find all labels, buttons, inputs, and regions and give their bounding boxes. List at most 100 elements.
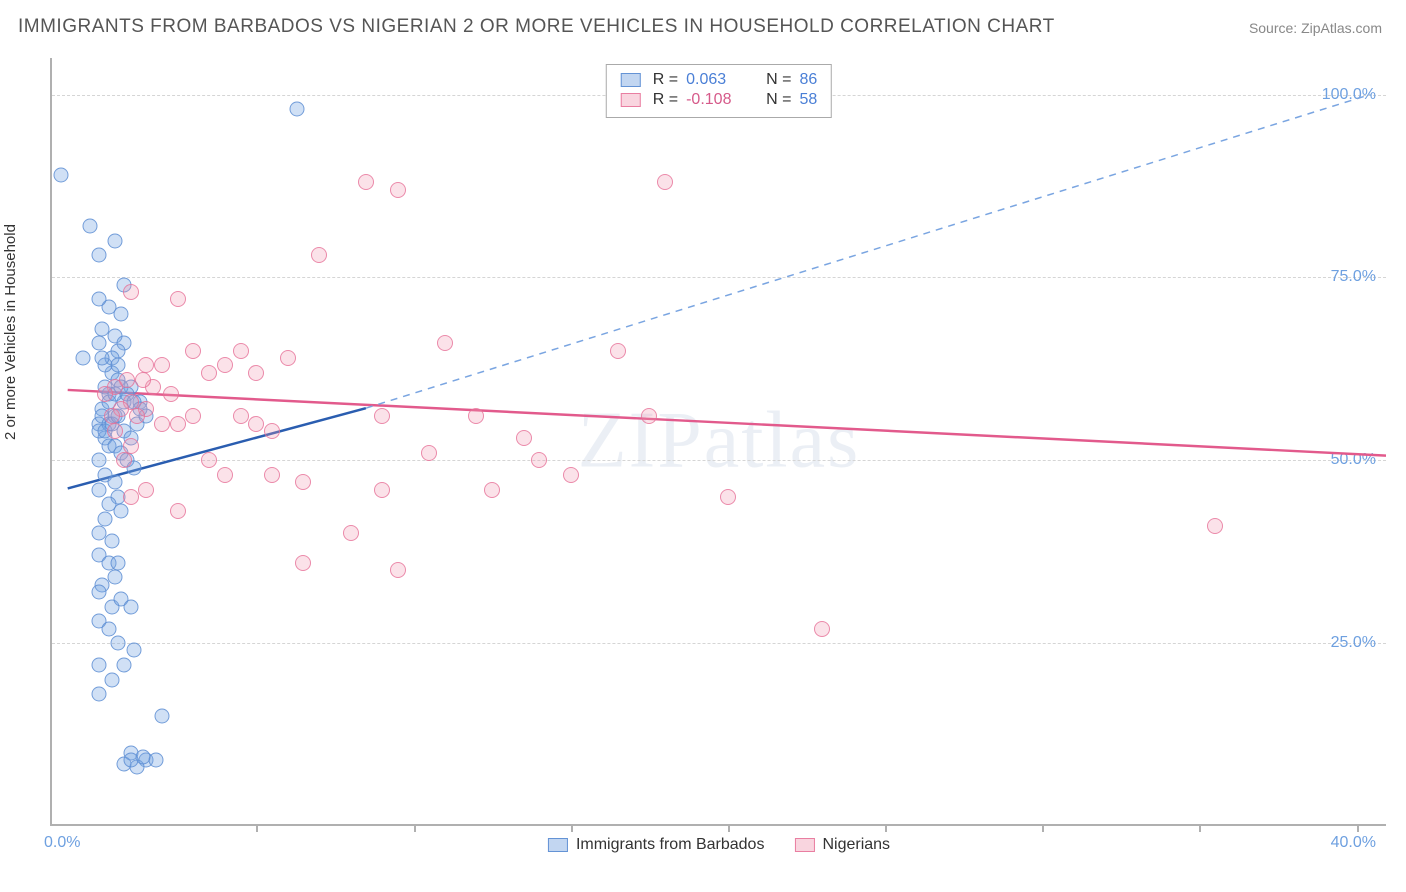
data-point [1207, 518, 1223, 534]
swatch-blue-icon [621, 73, 641, 87]
swatch-blue-icon [548, 838, 568, 852]
data-point [111, 636, 126, 651]
x-tick [414, 824, 416, 832]
data-point [154, 357, 170, 373]
data-point [111, 358, 126, 373]
data-point [98, 511, 113, 526]
data-point [101, 621, 116, 636]
gridline-h [52, 460, 1386, 461]
data-point [264, 467, 280, 483]
data-point [295, 474, 311, 490]
data-point [92, 482, 107, 497]
watermark: ZIPatlas [578, 396, 861, 487]
x-tick [1199, 824, 1201, 832]
data-point [185, 408, 201, 424]
data-point [374, 408, 390, 424]
stat-n-value-pink: 58 [799, 91, 817, 109]
legend-label-blue: Immigrants from Barbados [576, 836, 765, 854]
x-tick [1357, 824, 1359, 832]
y-tick-label: 50.0% [1331, 451, 1376, 469]
source-attribution: Source: ZipAtlas.com [1249, 20, 1382, 36]
data-point [437, 335, 453, 351]
data-point [390, 562, 406, 578]
data-point [201, 365, 217, 381]
stat-n-label: N = [766, 71, 791, 89]
data-point [185, 343, 201, 359]
data-point [170, 503, 186, 519]
plot-area: ZIPatlas 25.0%50.0%75.0%100.0% 0.0% 40.0… [50, 58, 1386, 826]
data-point [92, 248, 107, 263]
data-point [76, 350, 91, 365]
data-point [92, 453, 107, 468]
data-point [123, 284, 139, 300]
data-point [155, 709, 170, 724]
x-tick [256, 824, 258, 832]
x-axis-max-label: 40.0% [1331, 834, 1376, 852]
data-point [374, 482, 390, 498]
data-point [264, 423, 280, 439]
legend-item-pink: Nigerians [794, 836, 890, 854]
data-point [280, 350, 296, 366]
data-point [641, 408, 657, 424]
data-point [119, 372, 135, 388]
data-point [295, 555, 311, 571]
data-point [217, 467, 233, 483]
stat-n-value-blue: 86 [799, 71, 817, 89]
swatch-pink-icon [794, 838, 814, 852]
data-point [111, 555, 126, 570]
data-point [107, 233, 122, 248]
x-tick [728, 824, 730, 832]
data-point [563, 467, 579, 483]
data-point [390, 182, 406, 198]
stats-row-blue: R = 0.063 N = 86 [621, 71, 817, 89]
data-point [92, 687, 107, 702]
data-point [217, 357, 233, 373]
data-point [82, 219, 97, 234]
data-point [123, 599, 138, 614]
data-point [104, 533, 119, 548]
gridline-h [52, 643, 1386, 644]
data-point [97, 386, 113, 402]
swatch-pink-icon [621, 93, 641, 107]
data-point [531, 452, 547, 468]
y-axis-label: 2 or more Vehicles in Household [2, 224, 19, 440]
data-point [129, 408, 145, 424]
data-point [54, 168, 69, 183]
data-point [343, 525, 359, 541]
data-point [135, 372, 151, 388]
gridline-h [52, 277, 1386, 278]
data-point [233, 343, 249, 359]
stat-r-label: R = [653, 91, 678, 109]
stat-n-label: N = [766, 91, 791, 109]
data-point [114, 504, 129, 519]
data-point [720, 489, 736, 505]
y-tick-label: 100.0% [1322, 86, 1376, 104]
data-point [92, 584, 107, 599]
trend-lines [52, 58, 1386, 824]
data-point [126, 643, 141, 658]
data-point [92, 336, 107, 351]
data-point [358, 174, 374, 190]
y-tick-label: 75.0% [1331, 268, 1376, 286]
data-point [114, 307, 129, 322]
data-point [104, 408, 120, 424]
data-point [138, 482, 154, 498]
stat-r-value-blue: 0.063 [686, 71, 750, 89]
stats-legend-box: R = 0.063 N = 86 R = -0.108 N = 58 [606, 64, 832, 118]
data-point [484, 482, 500, 498]
data-point [92, 658, 107, 673]
data-point [123, 489, 139, 505]
legend-item-blue: Immigrants from Barbados [548, 836, 765, 854]
data-point [421, 445, 437, 461]
x-axis-min-label: 0.0% [44, 834, 80, 852]
stats-row-pink: R = -0.108 N = 58 [621, 91, 817, 109]
data-point [92, 292, 107, 307]
data-point [154, 416, 170, 432]
data-point [516, 430, 532, 446]
data-point [814, 621, 830, 637]
data-point [104, 672, 119, 687]
data-point [170, 416, 186, 432]
y-tick-label: 25.0% [1331, 634, 1376, 652]
data-point [468, 408, 484, 424]
data-point [290, 102, 305, 117]
